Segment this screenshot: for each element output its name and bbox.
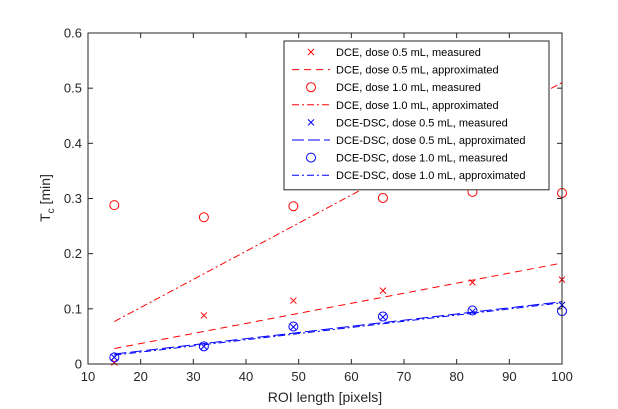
legend-label: DCE, dose 1.0 mL, measured — [336, 82, 481, 94]
x-tick-label: 40 — [239, 369, 253, 384]
y-axis-label-base: T — [37, 213, 53, 222]
legend-label: DCE, dose 0.5 mL, measured — [336, 47, 481, 59]
y-tick-label: 0.5 — [64, 81, 82, 96]
series-1-line — [114, 262, 563, 350]
series-0-point-2 — [290, 297, 297, 304]
legend-entry: DCE-DSC, dose 1.0 mL, measured — [306, 152, 508, 165]
series-0-point-3 — [379, 287, 387, 294]
series-5-line — [114, 301, 563, 355]
legend-entry: DCE, dose 0.5 mL, measured — [307, 47, 481, 59]
x-tick-label: 60 — [344, 369, 358, 384]
series-4-point-4 — [469, 308, 476, 315]
x-tick-label: 70 — [397, 369, 411, 384]
series-6-point-1 — [198, 341, 209, 352]
x-tick-label: 30 — [186, 369, 200, 384]
legend-entry: DCE-DSC, dose 0.5 mL, measured — [307, 117, 508, 129]
y-tick-label: 0.4 — [64, 136, 82, 151]
series-6-point-3 — [377, 311, 388, 322]
series-2-point-1 — [198, 212, 209, 223]
x-axis-label: ROI length [pixels] — [268, 389, 382, 405]
series-2-point-0 — [109, 200, 120, 211]
legend-box — [283, 40, 550, 191]
y-tick-label: 0.6 — [64, 26, 82, 41]
y-tick-label: 0.2 — [64, 246, 82, 261]
y-tick-label: 0 — [75, 357, 82, 372]
legend-label: DCE, dose 0.5 mL, approximated — [336, 65, 499, 77]
series-0-point-1 — [200, 312, 208, 319]
legend-label: DCE-DSC, dose 0.5 mL, approximated — [336, 135, 526, 147]
legend-entry: DCE-DSC, dose 0.5 mL, approximated — [292, 135, 526, 147]
legend-swatch-marker — [306, 152, 316, 163]
x-tick-label: 90 — [502, 369, 516, 384]
legend-swatch-marker — [306, 82, 316, 93]
legend-entry: DCE-DSC, dose 1.0 mL, approximated — [292, 170, 526, 182]
x-tick-label: 20 — [133, 369, 147, 384]
legend-entry: DCE, dose 1.0 mL, measured — [306, 82, 481, 94]
legend-label: DCE-DSC, dose 0.5 mL, measured — [336, 117, 508, 129]
x-tick-label: 80 — [449, 369, 463, 384]
series-7-line — [114, 302, 563, 356]
x-tick-label: 100 — [551, 369, 573, 384]
legend-entry: DCE, dose 0.5 mL, approximated — [292, 65, 499, 77]
series-2-point-3 — [377, 192, 388, 203]
legend-entry: DCE, dose 1.0 mL, approximated — [292, 100, 499, 112]
series-4-point-3 — [379, 313, 387, 321]
legend: DCE, dose 0.5 mL, measured DCE, dose 0.5 … — [283, 40, 550, 191]
y-tick-label: 0.3 — [64, 191, 82, 206]
legend-swatch-marker — [307, 119, 315, 126]
legend-label: DCE, dose 1.0 mL, approximated — [336, 100, 499, 112]
series-6-point-2 — [288, 321, 299, 332]
legend-swatch-marker — [307, 48, 315, 56]
y-tick-label: 0.1 — [64, 301, 82, 316]
legend-label: DCE-DSC, dose 1.0 mL, approximated — [336, 170, 526, 182]
y-axis-label-unit: [min] — [37, 174, 53, 208]
axes-layer: 10 20 30 40 50 60 70 80 90 100 0 0.1 0.2 0.3 0.4 0.5 0.6 — [64, 26, 573, 385]
y-axis-label-subscript: c — [46, 208, 57, 213]
y-axis-label: Tc [min] — [37, 174, 57, 222]
legend-label: DCE-DSC, dose 1.0 mL, measured — [336, 153, 508, 165]
x-tick-label: 50 — [291, 369, 305, 384]
series-2-point-2 — [288, 201, 299, 212]
series-6-point-0 — [109, 352, 120, 363]
series-4-point-2 — [290, 323, 297, 331]
series-6-point-4 — [467, 305, 478, 316]
x-tick-label: 10 — [81, 369, 95, 384]
